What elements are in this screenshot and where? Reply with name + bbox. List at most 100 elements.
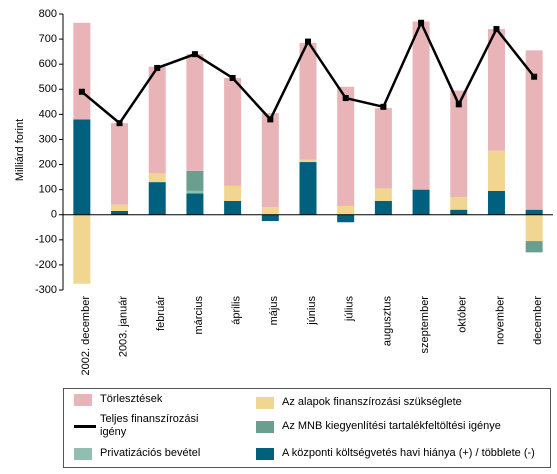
bar-segment xyxy=(525,214,543,242)
bar-segment xyxy=(487,190,505,215)
legend-label: Privatizációs bevétel xyxy=(100,447,201,459)
line-marker xyxy=(229,74,236,81)
legend-label: Az MNB kiegyenlítési tartalékfeltöltési … xyxy=(282,420,501,432)
y-axis-label: Milliárd forint xyxy=(14,119,26,181)
line-marker xyxy=(305,38,311,45)
x-tick-label: október xyxy=(457,296,469,333)
y-tick-label: 700 xyxy=(39,33,57,45)
y-tick-label: 0 xyxy=(51,209,57,221)
bar-segment xyxy=(73,22,91,120)
line-marker xyxy=(342,95,349,102)
x-tick-label: február xyxy=(155,296,167,331)
legend-item: Teljes finanszírozási igény xyxy=(74,413,210,439)
line-marker xyxy=(455,101,462,108)
bar-segment xyxy=(148,173,166,183)
line-marker xyxy=(493,26,500,33)
line-marker xyxy=(380,103,387,110)
x-tick-label: május xyxy=(268,296,280,326)
legend-swatch xyxy=(74,424,96,428)
y-tick-label: 300 xyxy=(39,133,57,145)
bar-segment xyxy=(299,159,317,163)
x-tick-label: december xyxy=(532,296,544,345)
bar-segment xyxy=(412,21,430,190)
bar-segment xyxy=(186,190,204,194)
y-tick-label: 200 xyxy=(39,158,57,170)
chart: Milliárd forint -300 -200 -100 0 100 200 300 40… xyxy=(14,8,553,376)
bar-segment xyxy=(186,193,204,215)
y-tick-label: 100 xyxy=(39,184,57,196)
legend-label: Teljes finanszírozási igény xyxy=(100,413,199,438)
line-marker xyxy=(116,120,123,127)
x-tick-label: augusztus xyxy=(381,296,393,347)
line-marker xyxy=(78,88,85,95)
legend-swatch xyxy=(256,447,274,460)
bar-segment xyxy=(337,214,355,223)
x-tick-label: június xyxy=(306,296,318,326)
bar-segment xyxy=(450,209,468,215)
bar-segment xyxy=(111,210,129,215)
bar-segment xyxy=(487,150,505,191)
bar-segment xyxy=(337,205,355,215)
x-tick-label: március xyxy=(193,296,205,335)
bar-segment xyxy=(374,188,392,201)
bar-segment xyxy=(111,123,129,205)
bar-segment xyxy=(224,200,242,215)
bar-segment xyxy=(374,200,392,215)
y-tick-label: 400 xyxy=(39,108,57,120)
bar-segment xyxy=(186,54,204,171)
line-marker xyxy=(418,19,425,26)
legend-item: Az alapok finanszírozási szükséglete xyxy=(256,396,462,409)
bar-segment xyxy=(261,113,279,208)
bar-segment xyxy=(186,170,204,191)
y-tick-label: -100 xyxy=(35,234,57,246)
y-tick-label: 500 xyxy=(39,83,57,95)
bar-segment xyxy=(148,182,166,215)
bar-segment xyxy=(487,29,505,151)
legend-swatch xyxy=(256,420,274,433)
bar-segment xyxy=(261,214,279,221)
bar-segment xyxy=(525,241,543,253)
x-tick-label: április xyxy=(231,296,243,325)
x-tick-label: 2003. január xyxy=(117,296,129,357)
bar-segment xyxy=(224,185,242,201)
bar-segment xyxy=(261,207,279,215)
legend-label: Az alapok finanszírozási szükséglete xyxy=(282,396,462,408)
legend-item: Privatizációs bevétel xyxy=(74,447,200,460)
legend: A központi költségvetés havi hiánya (+) … xyxy=(63,388,551,468)
line-marker xyxy=(267,116,274,123)
line-marker xyxy=(191,51,198,58)
y-tick-label: 600 xyxy=(39,58,57,70)
x-tick-label: szeptember xyxy=(419,296,431,354)
legend-item: Törlesztések xyxy=(74,393,162,406)
bar-segment xyxy=(224,77,242,186)
x-tick-label: november xyxy=(494,296,506,345)
legend-item: Az MNB kiegyenlítési tartalékfeltöltési … xyxy=(256,420,501,433)
bar-segment xyxy=(525,50,543,210)
bar-segment xyxy=(299,162,317,215)
x-tick-label: július xyxy=(344,296,356,323)
legend-swatch xyxy=(74,447,92,460)
legend-label: Törlesztések xyxy=(100,393,163,405)
bar-segment xyxy=(73,214,91,284)
bar-segment xyxy=(73,119,91,215)
bar-segment xyxy=(450,90,468,198)
bar-segment xyxy=(299,42,317,160)
bar-segment xyxy=(374,108,392,189)
bar-segment xyxy=(450,197,468,210)
legend-swatch xyxy=(74,393,92,406)
bar-segment xyxy=(111,204,129,211)
bar-segment xyxy=(412,189,430,215)
legend-item: A központi költségvetés havi hiánya (+) … xyxy=(256,447,535,460)
legend-label: A központi költségvetés havi hiánya (+) … xyxy=(282,447,535,459)
y-tick-label: -200 xyxy=(35,259,57,271)
bar-segment xyxy=(337,86,355,206)
y-tick-label: 800 xyxy=(39,8,57,20)
bar-segment xyxy=(148,66,166,174)
x-tick-label: 2002. december xyxy=(80,296,92,376)
bar-segment xyxy=(525,209,543,215)
line-marker xyxy=(154,64,161,71)
y-tick-label: -300 xyxy=(35,284,57,296)
line-marker xyxy=(531,73,538,80)
legend-swatch xyxy=(256,396,274,409)
